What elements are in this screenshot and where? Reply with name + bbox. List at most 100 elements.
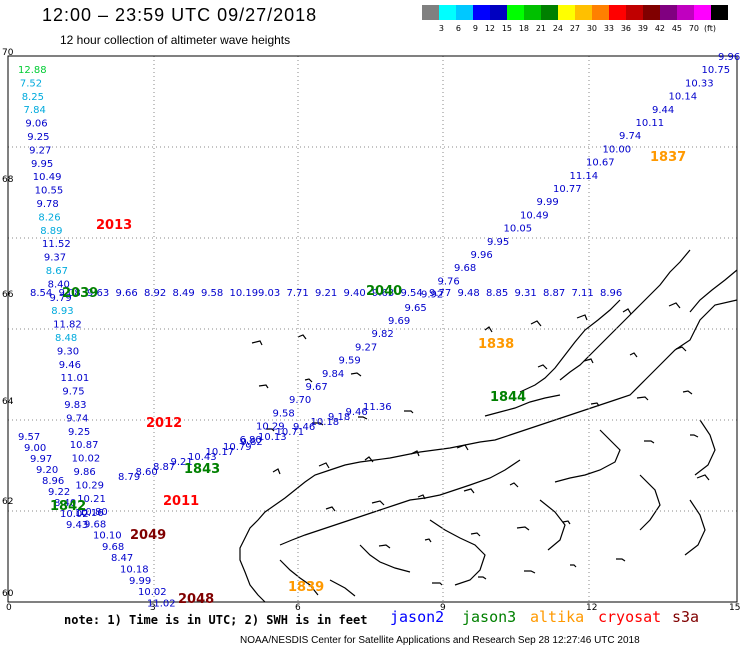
coastline-segment [279, 559, 319, 596]
swh-value: 7.71 [287, 288, 309, 299]
swh-value: 10.49 [520, 210, 549, 221]
island [484, 326, 493, 333]
swh-value: 8.54 [30, 288, 52, 299]
coastline-norway [239, 249, 738, 603]
credit-line: NOAA/NESDIS Center for Satellite Applica… [240, 635, 640, 646]
swh-value: 8.93 [51, 306, 73, 317]
swh-value: 9.83 [64, 400, 86, 411]
swh-value: 7.52 [20, 78, 42, 89]
lat-tick-label: 62 [2, 497, 14, 507]
island [583, 358, 594, 364]
legend-label: 15 [501, 24, 512, 33]
coastline-segment [559, 249, 691, 381]
swh-value: 9.96 [471, 250, 493, 261]
swh-value: 11.14 [570, 171, 599, 182]
swh-value: 9.43 [66, 520, 88, 531]
track-time-label: 2040 [366, 284, 402, 299]
track-time-label: 1839 [288, 580, 324, 595]
legend-swatch [575, 5, 592, 20]
island [266, 428, 275, 432]
swh-value: 8.25 [22, 92, 44, 103]
swh-value: 10.16 [75, 508, 104, 519]
track-time-label: 2013 [96, 218, 132, 233]
legend-swatch [592, 5, 609, 20]
swh-value: 8.48 [55, 333, 77, 344]
track-time-label: 1844 [490, 390, 526, 405]
swh-value: 9.00 [24, 443, 46, 454]
island [516, 526, 530, 531]
legend-label: 3 [438, 24, 444, 33]
island [297, 334, 307, 340]
swh-value: 9.75 [62, 387, 84, 398]
legend-label: 12 [484, 24, 495, 33]
island [478, 576, 487, 580]
legend-swatch [507, 5, 524, 20]
legend-label: 33 [603, 24, 614, 33]
island [696, 474, 710, 481]
island [272, 468, 281, 475]
island [690, 434, 699, 438]
swh-value: 9.99 [537, 197, 559, 208]
swh-value: 9.58 [201, 288, 223, 299]
swh-value: 10.19 [230, 288, 259, 299]
swh-value: 9.65 [405, 303, 427, 314]
legend-swatch [626, 5, 643, 20]
swh-value: 11.01 [61, 373, 90, 384]
lat-tick-label: 68 [2, 175, 14, 185]
swh-value: 9.70 [289, 395, 311, 406]
lon-tick-label: 6 [295, 603, 301, 613]
legend-swatch [439, 5, 456, 20]
island [318, 462, 330, 469]
legend-label: 70 [688, 24, 699, 33]
swh-value: 10.29 [75, 480, 104, 491]
island [576, 314, 588, 321]
island [644, 440, 655, 444]
island [629, 352, 638, 358]
footer-note: note: 1) Time is in UTC; 2) SWH is in fe… [64, 613, 368, 627]
swh-value: 9.74 [66, 413, 88, 424]
swh-value: 9.79 [49, 293, 71, 304]
legend-swatch [643, 5, 660, 20]
swh-value: 9.68 [84, 519, 106, 530]
coastline-segment [239, 299, 738, 603]
swh-value: 10.67 [586, 158, 615, 169]
track-time-label: 2011 [163, 494, 199, 509]
coastline-segment [684, 499, 706, 556]
swh-value: 9.95 [487, 237, 509, 248]
swh-value: 12.88 [18, 65, 47, 76]
swh-value: 9.67 [306, 382, 328, 393]
swh-value: 8.49 [173, 288, 195, 299]
island [358, 416, 368, 420]
swh-value: 9.20 [36, 465, 58, 476]
track-time-label: 1838 [478, 337, 514, 352]
swh-value: 9.84 [322, 369, 344, 380]
page-subtitle: 12 hour collection of altimeter wave hei… [60, 33, 291, 47]
satellite-jason2: jason2 [390, 608, 445, 626]
swh-value: 8.87 [153, 462, 175, 473]
swh-value: 9.66 [116, 288, 138, 299]
legend-label: 30 [586, 24, 597, 33]
swh-value: 9.74 [619, 131, 641, 142]
swh-value: 7.84 [24, 105, 46, 116]
swh-value: 8.89 [40, 226, 62, 237]
swh-value: 10.43 [188, 452, 217, 463]
lon-tick-label: 0 [6, 603, 12, 613]
island [616, 558, 626, 562]
coastline-segment [429, 519, 486, 586]
swh-value: 9.21 [315, 288, 337, 299]
swh-value: 10.13 [258, 432, 287, 443]
swh-value: 9.95 [31, 159, 53, 170]
track-time-label: 1843 [184, 462, 220, 477]
swh-value: 9.92 [421, 290, 443, 301]
swh-value: 9.21 [171, 457, 193, 468]
swh-value: 10.02 [138, 587, 167, 598]
island [304, 378, 313, 383]
swh-value: 9.86 [74, 467, 96, 478]
island [364, 456, 374, 463]
track-time-label: 1837 [650, 150, 686, 165]
altimeter-tracks: 12.88 7.52 8.25 7.84 9.06 9.25 9.27 9.95 10.49 10… [18, 52, 740, 609]
island [622, 308, 632, 315]
swh-value: 9.69 [388, 316, 410, 327]
swh-value: 8.96 [600, 288, 622, 299]
